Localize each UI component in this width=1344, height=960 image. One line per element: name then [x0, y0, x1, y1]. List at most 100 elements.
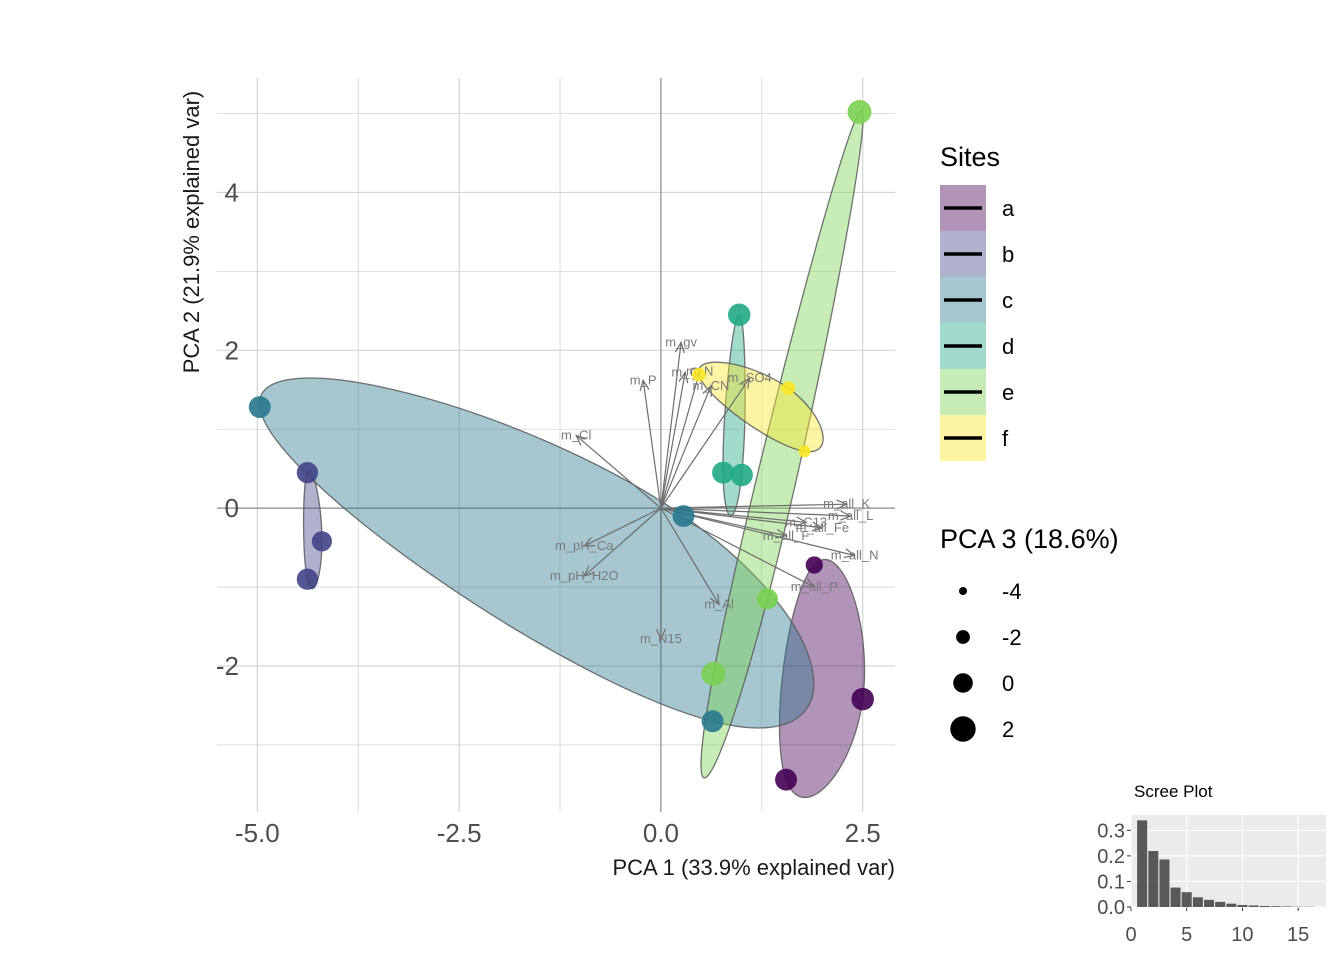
- x-tick-label: -2.5: [437, 818, 482, 848]
- size-legend-circle: [956, 630, 970, 644]
- score-point: [701, 710, 724, 733]
- y-axis-label: PCA 2 (21.9% explained var): [179, 91, 204, 374]
- score-point: [311, 531, 333, 552]
- scree-x-tick-label: 15: [1287, 924, 1309, 946]
- loading-arrow-head: [702, 384, 712, 397]
- scree-bar: [1192, 897, 1203, 907]
- loading-label: m_pH_Ca: [555, 538, 614, 553]
- site-hulls: [259, 109, 866, 799]
- scree-bar: [1270, 906, 1281, 907]
- y-tick-labels: -2 0 2 4: [216, 177, 239, 681]
- legend-label-b: b: [1002, 242, 1014, 267]
- loading-label: m_N15: [640, 631, 682, 646]
- loading-label: m_SO4: [728, 370, 772, 385]
- loading-arrow-head: [575, 434, 587, 446]
- loading-arrow-head: [674, 340, 685, 354]
- loading-arrow-head: [639, 378, 650, 392]
- score-point: [701, 661, 726, 686]
- loading-arrow: [583, 507, 662, 547]
- loading-arrow-head: [840, 510, 853, 521]
- scree-bar: [1237, 904, 1248, 907]
- loading-arrow: [660, 372, 686, 509]
- pca3-size-legend: PCA 3 (18.6%) -4 -2 0 2: [940, 524, 1119, 742]
- loading-arrow: [660, 507, 720, 605]
- score-point: [712, 461, 735, 484]
- loading-arrow-head: [655, 628, 666, 641]
- score-point: [296, 461, 319, 484]
- loading-label: m_Cl: [561, 428, 591, 443]
- legend-label-c: c: [1002, 288, 1013, 313]
- score-points: [248, 99, 874, 791]
- loading-arrow-head: [775, 528, 788, 539]
- score-point: [672, 505, 695, 527]
- scree-plot-inset: Scree Plot 0 5 10 15 0.0 0.1 0.2 0.3: [1097, 782, 1326, 946]
- loading-arrow-head: [678, 370, 689, 384]
- scree-bar: [1137, 820, 1148, 907]
- score-point: [248, 396, 271, 419]
- loading-arrow-head: [811, 521, 824, 532]
- scree-x-tick-label: 10: [1231, 924, 1253, 946]
- score-point: [798, 445, 811, 458]
- score-point: [805, 556, 823, 574]
- legend-label-f: f: [1002, 426, 1009, 451]
- loading-arrow-head: [709, 593, 720, 606]
- legend-label-e: e: [1002, 380, 1014, 405]
- plot-panel: [217, 78, 895, 812]
- x-tick-label: -5.0: [235, 818, 280, 848]
- scree-y-tick-label: 0.2: [1097, 846, 1125, 868]
- loading-label: m_pH_H2O: [550, 568, 619, 583]
- scree-bar: [1281, 906, 1293, 907]
- loading-label: m_all_F: [763, 528, 809, 543]
- scree-bar: [1215, 901, 1226, 907]
- axes: -5.0 -2.5 0.0 2.5 -2 0 2 4 PCA 1 (33.9% explai…: [179, 91, 895, 880]
- loading-arrow-head: [740, 376, 751, 389]
- legend-label-a: a: [1002, 196, 1015, 221]
- loading-label: m_all_Fe: [796, 520, 849, 535]
- size-legend-circle: [950, 716, 976, 742]
- loading-arrow: [642, 380, 662, 509]
- scree-bar: [1248, 905, 1259, 907]
- scree-x-tick-label: 5: [1181, 924, 1192, 946]
- size-legend-circle: [959, 587, 967, 595]
- score-point: [847, 99, 872, 124]
- x-tick-label: 2.5: [845, 818, 881, 848]
- loading-arrow-head: [836, 499, 849, 510]
- x-axis-label: PCA 1 (33.9% explained var): [613, 855, 896, 880]
- loading-label: m_all_P: [791, 579, 838, 594]
- scree-bar: [1226, 903, 1237, 907]
- size-legend-label: 0: [1002, 671, 1014, 696]
- site-hull-a: [778, 558, 866, 799]
- loading-arrow: [660, 507, 851, 517]
- loading-label: m_gv: [665, 334, 697, 349]
- scree-bar: [1181, 892, 1192, 907]
- score-point: [296, 568, 319, 590]
- size-legend-title: PCA 3 (18.6%): [940, 524, 1119, 554]
- score-point: [781, 381, 796, 396]
- loading-arrow-head: [582, 537, 596, 547]
- y-tick-label: 2: [225, 335, 239, 365]
- loading-label: m_Al: [704, 596, 734, 611]
- size-legend-label: -4: [1002, 579, 1022, 604]
- scree-bar: [1159, 859, 1170, 907]
- scree-y-tick-label: 0.0: [1097, 897, 1125, 919]
- loading-arrow: [660, 377, 751, 509]
- loading-label: m_CN: [693, 378, 730, 393]
- loading-label: m_all_K: [823, 496, 870, 511]
- y-tick-label: 0: [225, 493, 239, 523]
- size-legend-circle: [953, 673, 973, 693]
- scree-bar: [1203, 899, 1215, 907]
- loading-label: m_C13: [785, 514, 827, 529]
- score-point: [775, 768, 797, 791]
- loading-arrow-head: [795, 516, 808, 527]
- loading-arrows: m_gvm_Pm_Cm_Nm_CNm_SO4m_Clm_pH_Cam_pH_H2…: [550, 334, 879, 646]
- score-point: [691, 367, 706, 382]
- loading-arrow-head: [803, 578, 816, 588]
- score-point: [851, 687, 874, 711]
- size-legend-label: -2: [1002, 625, 1022, 650]
- scree-bar: [1170, 887, 1181, 907]
- site-hull-c: [259, 377, 815, 729]
- loading-label: m_C: [671, 364, 698, 379]
- score-point: [730, 463, 753, 487]
- loading-label: m_P: [630, 372, 657, 387]
